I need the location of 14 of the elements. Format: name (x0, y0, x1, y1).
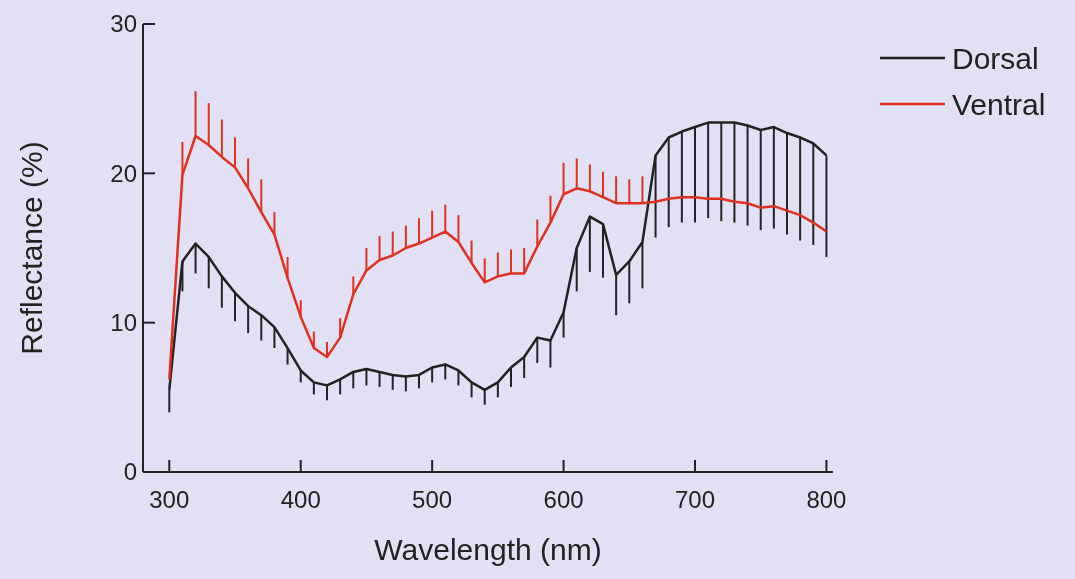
x-tick-label: 300 (149, 486, 190, 513)
y-tick-label: 0 (123, 458, 137, 486)
y-axis-title: Reflectance (%) (15, 141, 48, 355)
y-tick-label: 30 (110, 10, 137, 38)
y-tick-label: 10 (110, 309, 137, 337)
y-tick-label: 20 (110, 159, 137, 187)
x-tick-label: 400 (280, 486, 321, 513)
x-tick-label: 500 (412, 486, 453, 513)
x-tick-label: 700 (674, 486, 716, 513)
legend-label: Ventral (952, 87, 1046, 121)
legend-label: Dorsal (952, 41, 1039, 75)
x-tick-label: 800 (806, 486, 847, 513)
x-tick-label: 600 (543, 486, 584, 513)
x-axis-title: Wavelength (nm) (374, 533, 602, 566)
